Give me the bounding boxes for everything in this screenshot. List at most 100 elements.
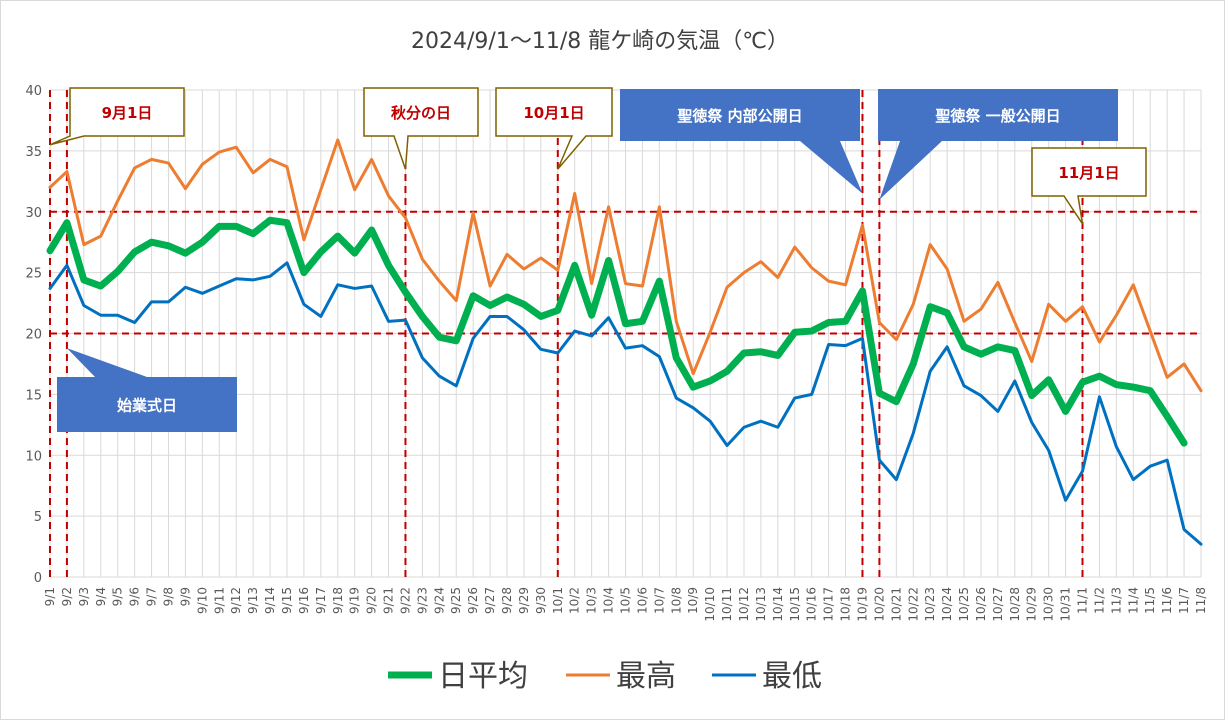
- y-tick-label: 0: [34, 571, 42, 586]
- x-tick-label: 10/2: [568, 587, 582, 614]
- x-tick-label: 10/20: [872, 587, 886, 622]
- callout-box: [878, 89, 1118, 200]
- x-tick-label: 11/3: [1109, 587, 1123, 614]
- x-tick-label: 10/6: [635, 587, 649, 614]
- x-tick-label: 9/11: [212, 587, 226, 614]
- x-tick-label: 9/30: [534, 587, 548, 614]
- callout-label: 11月1日: [1058, 164, 1119, 182]
- y-tick-label: 5: [34, 510, 42, 525]
- x-tick-label: 9/21: [382, 587, 396, 614]
- x-tick-label: 10/14: [771, 587, 785, 622]
- series-line-1: [48, 138, 1203, 393]
- x-tick-label: 9/5: [111, 587, 125, 606]
- x-tick-label: 10/9: [686, 587, 700, 614]
- x-tick-label: 11/2: [1092, 587, 1106, 614]
- callout-label: 秋分の日: [391, 104, 451, 122]
- series-line-2: [48, 261, 1203, 546]
- x-tick-label: 9/19: [348, 587, 362, 614]
- x-tick-label: 10/10: [703, 587, 717, 622]
- x-tick-label: 9/4: [94, 587, 108, 606]
- x-tick-label: 10/13: [754, 587, 768, 622]
- legend-label-2: 最低: [762, 659, 822, 694]
- x-tick-label: 10/25: [957, 587, 971, 622]
- x-tick-label: 9/3: [77, 587, 91, 606]
- x-tick-label: 10/24: [940, 587, 954, 622]
- x-tick-label: 11/5: [1143, 587, 1157, 614]
- x-tick-label: 9/29: [517, 587, 531, 614]
- x-tick-label: 10/1: [551, 587, 565, 614]
- callout-label: 聖徳祭 一般公開日: [935, 107, 1060, 125]
- x-tick-label: 11/1: [1076, 587, 1090, 614]
- y-tick-label: 15: [25, 388, 42, 403]
- x-tick-label: 10/12: [737, 587, 751, 622]
- callout-flag: [363, 87, 479, 170]
- x-tick-label: 10/15: [788, 587, 802, 622]
- x-tick-label: 9/27: [483, 587, 497, 614]
- x-tick-label: 11/7: [1177, 587, 1191, 614]
- x-tick-label: 9/16: [297, 587, 311, 614]
- x-tick-label: 10/27: [991, 587, 1005, 622]
- legend-label-1: 最高: [616, 659, 676, 694]
- x-tick-label: 10/19: [855, 587, 869, 622]
- callout-box: [57, 348, 237, 432]
- y-tick-label: 30: [25, 206, 42, 221]
- legend-label-0: 日平均: [438, 659, 528, 694]
- callout-label: 始業式日: [117, 397, 177, 415]
- x-tick-label: 10/8: [669, 587, 683, 614]
- callout-label: 10月1日: [523, 104, 584, 122]
- x-tick-label: 9/26: [466, 587, 480, 614]
- x-tick-label: 9/22: [398, 587, 412, 614]
- callout-label: 聖徳祭 内部公開日: [677, 107, 802, 125]
- y-tick-label: 10: [25, 449, 42, 464]
- chart-title: 2024/9/1〜11/8 龍ケ崎の気温（℃）: [411, 29, 789, 54]
- x-tick-label: 10/28: [1008, 587, 1022, 622]
- x-tick-label: 9/13: [246, 587, 260, 614]
- x-tick-label: 10/29: [1025, 587, 1039, 622]
- x-tick-label: 10/26: [974, 587, 988, 622]
- y-tick-label: 20: [25, 328, 42, 343]
- x-tick-label: 9/20: [365, 587, 379, 614]
- x-tick-label: 10/11: [720, 587, 734, 622]
- x-tick-label: 9/7: [145, 587, 159, 606]
- series-line-0: [46, 216, 1188, 447]
- x-tick-label: 10/18: [839, 587, 853, 622]
- x-tick-label: 9/12: [229, 587, 243, 614]
- callout-label: 9月1日: [102, 104, 153, 122]
- x-tick-label: 10/16: [805, 587, 819, 622]
- x-tick-label: 9/17: [314, 587, 328, 614]
- x-tick-label: 11/6: [1160, 587, 1174, 614]
- x-tick-label: 9/9: [178, 587, 192, 606]
- callout-box: [620, 89, 863, 194]
- x-tick-label: 9/8: [161, 587, 175, 606]
- x-tick-label: 11/8: [1194, 587, 1208, 614]
- x-tick-label: 9/14: [263, 587, 277, 614]
- x-tick-label: 9/1: [43, 587, 57, 606]
- x-tick-label: 9/15: [280, 587, 294, 614]
- y-tick-label: 25: [25, 267, 42, 282]
- x-tick-label: 10/31: [1059, 587, 1073, 622]
- x-tick-label: 9/2: [60, 587, 74, 606]
- callout-flag: [1031, 147, 1147, 225]
- x-tick-label: 10/3: [585, 587, 599, 614]
- y-tick-label: 40: [25, 84, 42, 99]
- x-tick-label: 9/6: [128, 587, 142, 606]
- x-tick-label: 11/4: [1126, 587, 1140, 614]
- x-tick-label: 10/23: [923, 587, 937, 622]
- x-tick-label: 10/4: [602, 587, 616, 614]
- x-tick-label: 10/22: [906, 587, 920, 622]
- x-tick-label: 9/23: [415, 587, 429, 614]
- x-tick-label: 10/30: [1042, 587, 1056, 622]
- x-tick-label: 10/21: [889, 587, 903, 622]
- x-tick-label: 10/17: [822, 587, 836, 622]
- x-tick-label: 9/28: [500, 587, 514, 614]
- x-tick-label: 9/18: [331, 587, 345, 614]
- x-tick-label: 10/5: [619, 587, 633, 614]
- x-tick-label: 9/10: [195, 587, 209, 614]
- y-tick-label: 35: [25, 145, 42, 160]
- callout-flag: [495, 87, 613, 170]
- callout-flag: [49, 87, 185, 146]
- x-tick-label: 9/25: [449, 587, 463, 614]
- x-tick-label: 10/7: [652, 587, 666, 614]
